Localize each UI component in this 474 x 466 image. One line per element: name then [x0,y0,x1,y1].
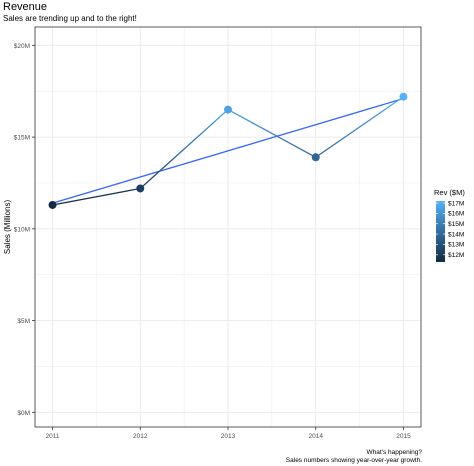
legend-label: $15M [448,221,464,228]
y-tick-label: $5M [17,318,30,325]
chart-subtitle: Sales are trending up and to the right! [3,14,137,23]
y-tick-label: $20M [14,43,30,50]
legend-label: $12M [448,252,464,259]
series-line-segment [227,108,317,158]
caption-line-1: What's happening? [366,449,422,456]
x-tick-label: 2013 [221,433,236,440]
y-tick-label: $15M [14,135,30,142]
x-tick-label: 2012 [133,433,148,440]
data-point [311,153,320,162]
y-tick-label: $0M [17,410,30,417]
legend-label: $17M [448,200,464,207]
chart-title: Revenue [3,1,48,13]
x-tick-label: 2011 [46,433,60,440]
data-point [224,105,232,114]
series-line-segment [315,96,404,158]
y-axis-label: Sales (Millions) [3,200,12,255]
caption-line-2: Sales numbers showing year-over-year gro… [285,457,422,464]
legend-colorbar [436,201,445,262]
series-line-segment [52,187,141,206]
x-tick-label: 2015 [396,433,411,440]
data-point [136,184,145,193]
x-tick-label: 2014 [308,433,323,440]
data-point [48,200,57,209]
legend-label: $16M [448,211,464,218]
trend-line [52,97,404,204]
legend-label: $13M [448,242,464,249]
legend-title: Rev ($M) [434,188,465,197]
y-tick-label: $10M [14,226,30,233]
legend-label: $14M [448,231,464,238]
data-point [399,92,408,101]
series-line-segment [139,109,229,189]
